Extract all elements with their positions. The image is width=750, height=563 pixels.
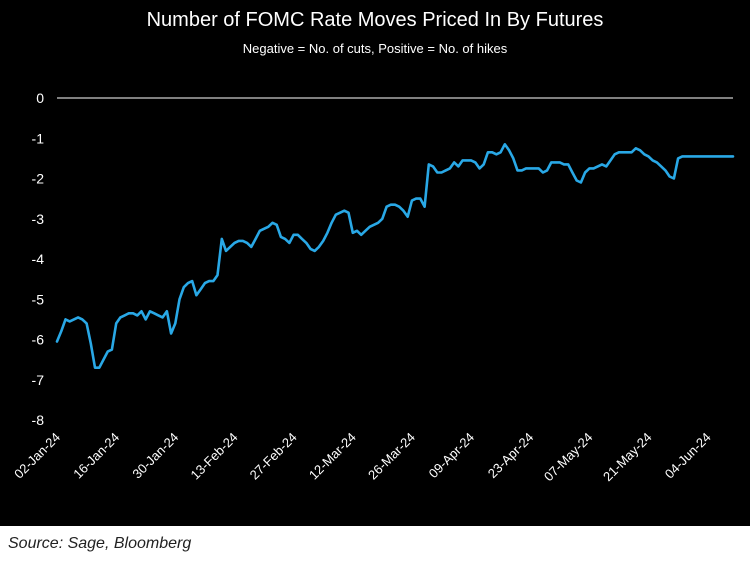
y-tick-label: -2: [32, 171, 45, 187]
x-tick-label: 12-Mar-24: [306, 430, 359, 483]
series-line: [55, 143, 735, 370]
x-axis: 02-Jan-24 16-Jan-24 30-Jan-24 13-Feb-24 27-F…: [11, 430, 714, 485]
y-tick-label: -6: [32, 332, 45, 348]
x-tick-label: 26-Mar-24: [365, 430, 418, 483]
x-tick-label: 13-Feb-24: [188, 430, 241, 483]
y-tick-label: -5: [32, 291, 45, 307]
y-tick-label: -3: [32, 211, 45, 227]
chart-subtitle: Negative = No. of cuts, Positive = No. o…: [242, 41, 508, 56]
x-tick-label: 09-Apr-24: [426, 430, 477, 481]
y-tick-label: -8: [32, 412, 45, 428]
x-tick-label: 27-Feb-24: [247, 430, 300, 483]
x-tick-label: 07-May-24: [541, 430, 596, 485]
x-tick-label: 30-Jan-24: [129, 430, 181, 482]
chart-panel: Number of FOMC Rate Moves Priced In By F…: [0, 0, 750, 526]
y-tick-label: -7: [32, 372, 45, 388]
series-group: [55, 143, 735, 370]
source-note: Source: Sage, Bloomberg: [8, 535, 192, 552]
y-tick-label: -4: [32, 251, 45, 267]
y-tick-label: 0: [36, 90, 44, 106]
chart-title: Number of FOMC Rate Moves Priced In By F…: [146, 9, 604, 31]
plot-area: 0 -1 -2 -3 -4 -5 -6 -7 -8 02-Jan-24 16-Jan-24 30-J…: [11, 90, 735, 485]
x-tick-label: 23-Apr-24: [485, 430, 536, 481]
x-tick-label: 04-Jun-24: [662, 430, 714, 482]
x-tick-label: 16-Jan-24: [70, 430, 122, 482]
x-tick-label: 02-Jan-24: [11, 430, 63, 482]
x-tick-label: 21-May-24: [600, 430, 655, 485]
y-axis: 0 -1 -2 -3 -4 -5 -6 -7 -8: [32, 90, 45, 428]
y-tick-label: -1: [32, 130, 45, 146]
